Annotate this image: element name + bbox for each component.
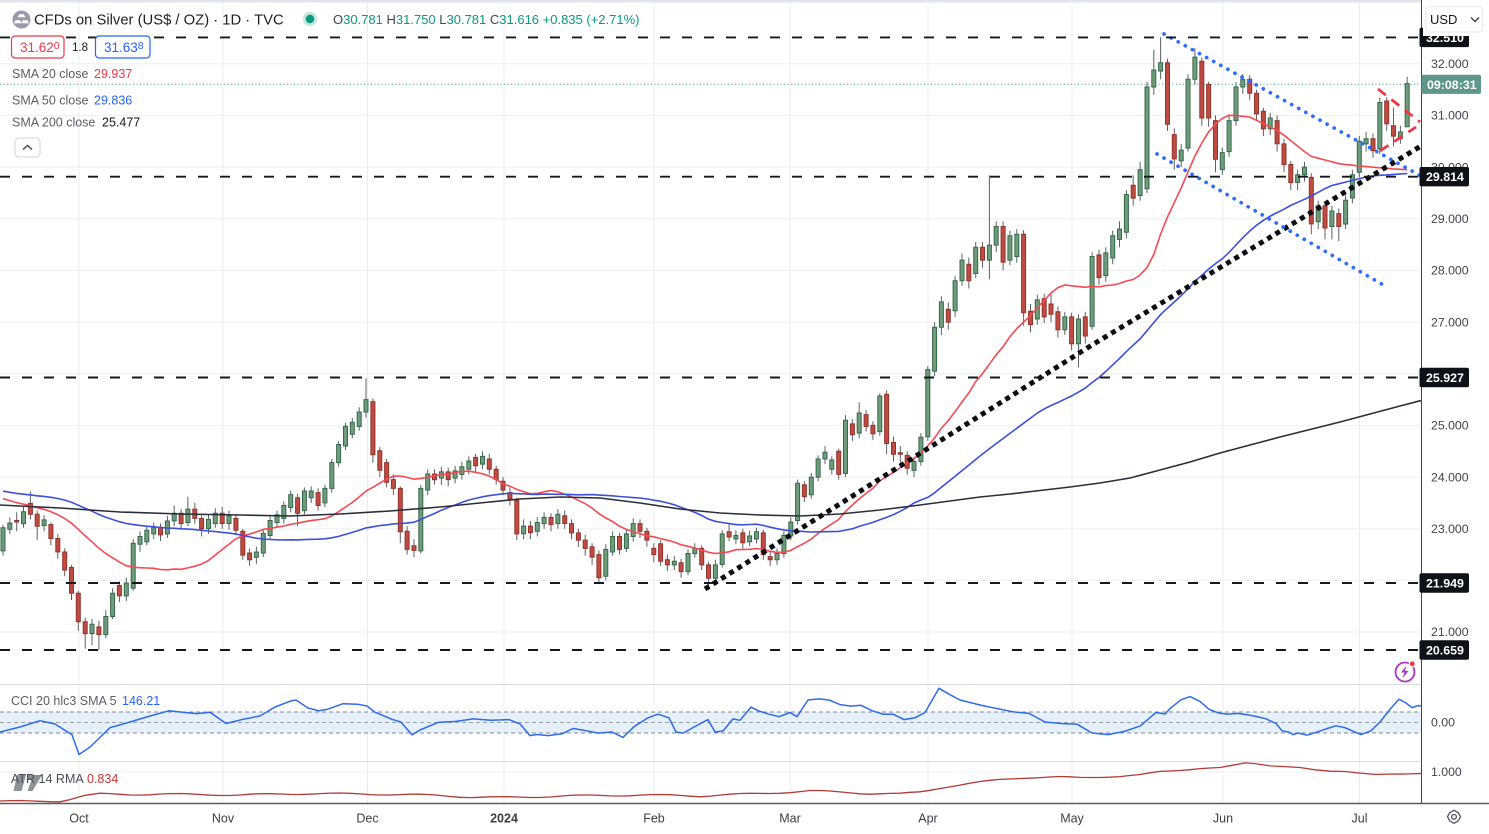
svg-text:ATR 14 RMA: ATR 14 RMA: [11, 772, 84, 786]
svg-text:0.834: 0.834: [87, 772, 118, 786]
svg-text:32.000: 32.000: [1431, 57, 1469, 71]
svg-text:Oct: Oct: [69, 812, 89, 826]
svg-text:Apr: Apr: [918, 812, 937, 826]
svg-text:SMA 20 close: SMA 20 close: [12, 67, 88, 81]
svg-text:0.00: 0.00: [1431, 716, 1455, 730]
svg-text:Jun: Jun: [1213, 812, 1233, 826]
svg-text:29.937: 29.937: [94, 67, 132, 81]
svg-text:1.8: 1.8: [72, 42, 88, 54]
svg-text:09:08:31: 09:08:31: [1427, 78, 1477, 92]
svg-text:28.000: 28.000: [1431, 264, 1469, 278]
svg-text:CCI 20 hlc3 SMA 5: CCI 20 hlc3 SMA 5: [11, 694, 117, 708]
svg-text:1.000: 1.000: [1431, 765, 1462, 779]
svg-text:CFDs on Silver (US$ / OZ) · 1D: CFDs on Silver (US$ / OZ) · 1D · TVC: [34, 13, 284, 29]
svg-text:27.000: 27.000: [1431, 315, 1469, 329]
svg-text:29.836: 29.836: [94, 94, 132, 108]
svg-text:31.638: 31.638: [104, 40, 144, 55]
svg-text:May: May: [1060, 812, 1084, 826]
svg-text:29.000: 29.000: [1431, 212, 1469, 226]
svg-text:31.000: 31.000: [1431, 109, 1469, 123]
svg-text:Feb: Feb: [643, 812, 665, 826]
svg-text:USD: USD: [1430, 12, 1457, 27]
svg-text:146.21: 146.21: [122, 694, 160, 708]
svg-text:24.000: 24.000: [1431, 470, 1469, 484]
svg-text:Jul: Jul: [1352, 812, 1368, 826]
svg-text:21.000: 21.000: [1431, 625, 1469, 639]
svg-text:25.927: 25.927: [1426, 371, 1464, 385]
svg-text:23.000: 23.000: [1431, 522, 1469, 536]
svg-text:25.000: 25.000: [1431, 419, 1469, 433]
svg-text:Mar: Mar: [779, 812, 801, 826]
svg-text:29.814: 29.814: [1426, 170, 1464, 184]
svg-text:SMA 200 close: SMA 200 close: [12, 116, 95, 130]
svg-text:Dec: Dec: [356, 812, 378, 826]
svg-text:25.477: 25.477: [102, 116, 140, 130]
svg-text:31.620: 31.620: [20, 40, 60, 55]
svg-text:Nov: Nov: [212, 812, 235, 826]
svg-text:21.949: 21.949: [1426, 576, 1464, 590]
svg-text:20.659: 20.659: [1426, 643, 1464, 657]
svg-text:O30.781 H31.750 L30.781 C31.61: O30.781 H31.750 L30.781 C31.616 +0.835 (…: [333, 12, 640, 27]
svg-text:SMA 50 close: SMA 50 close: [12, 94, 88, 108]
svg-text:2024: 2024: [490, 812, 518, 826]
